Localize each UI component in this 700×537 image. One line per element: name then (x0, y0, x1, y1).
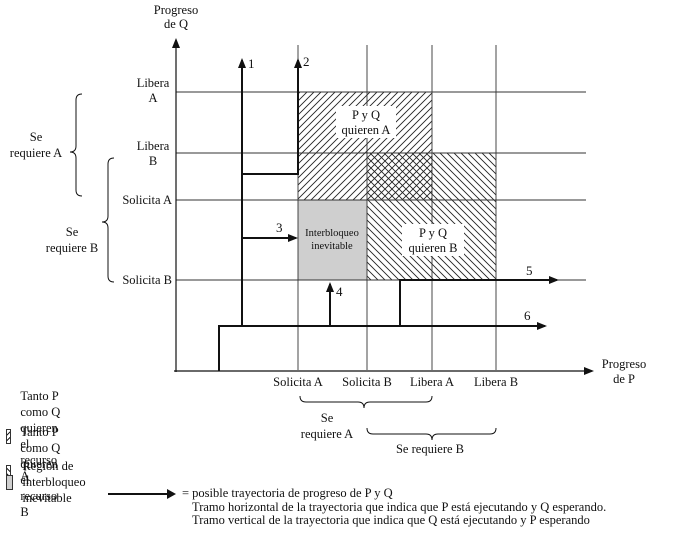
svg-text:Interbloqueo: Interbloqueo (305, 228, 359, 239)
trajectory-5 (399, 276, 559, 326)
x-axis-title-line2: de P (613, 372, 635, 386)
path-legend-line1: = posible trayectoria de progreso de P y… (182, 486, 393, 500)
svg-text:quieren A: quieren A (342, 123, 391, 137)
svg-text:quieren B: quieren B (409, 241, 458, 255)
path-legend: = posible trayectoria de progreso de P y… (108, 486, 607, 528)
svg-text:P y Q: P y Q (352, 108, 380, 122)
legend-item-hatch-b: Tanto P como Q quieren el recurso B (6, 424, 67, 520)
y-tick-solicita-b: Solicita B (122, 273, 172, 287)
bracket-y-b-label-1: Se (66, 225, 79, 239)
bracket-x-b-label: Se requiere B (396, 442, 464, 456)
x-tick-libera-a: Libera A (410, 375, 454, 389)
region-both-want-b (367, 153, 496, 280)
path-label-6: 6 (524, 308, 531, 323)
bracket-y-a-label-1: Se (30, 130, 43, 144)
trajectory-1 (218, 58, 246, 371)
path-label-1: 1 (248, 56, 255, 71)
legend-item-hatch-a: Tanto P como Q quieren el recurso A (6, 388, 67, 484)
legend-hatch-a-label: Tanto P como Q quieren el recurso A (20, 389, 61, 483)
bracket-x-a-label-1: Se (321, 411, 334, 425)
label-both-want-b: P y Q quieren B (402, 224, 464, 256)
label-both-want-a: P y Q quieren A (336, 106, 396, 138)
y-tick-libera-a-2: A (148, 91, 157, 105)
trajectory-2 (242, 58, 302, 175)
path-label-5: 5 (526, 263, 533, 278)
y-axis-title-line2: de Q (164, 17, 188, 31)
arrow-sample-icon (108, 488, 176, 499)
legend-hatch-b-label: Tanto P como Q quieren el recurso B (20, 425, 61, 519)
path-legend-line2: Tramo horizontal de la trayectoria que i… (192, 499, 607, 514)
grid (176, 45, 586, 370)
y-tick-libera-b-1: Libera (137, 139, 170, 153)
x-tick-solicita-a: Solicita A (273, 375, 323, 389)
label-deadlock: Interbloqueo inevitable (305, 228, 359, 252)
gray-swatch (6, 474, 14, 490)
x-tick-libera-b: Libera B (474, 375, 518, 389)
path-label-4: 4 (336, 284, 343, 299)
path-label-3: 3 (276, 220, 283, 235)
x-tick-solicita-b: Solicita B (342, 375, 392, 389)
bracket-x-requires-a (299, 395, 433, 409)
bracket-x-a-label-2: requiere A (301, 427, 353, 441)
y-tick-libera-b-2: B (149, 154, 157, 168)
y-axis-title-line1: Progreso (154, 3, 198, 17)
bracket-y-b-label-2: requiere B (46, 241, 98, 255)
legend-gray-label: Región de interbloqueo inevitable (22, 459, 86, 505)
bracket-y-requires-b (101, 157, 115, 283)
bracket-y-a-label-2: requiere A (10, 146, 62, 160)
svg-text:inevitable: inevitable (311, 241, 353, 252)
region-deadlock (298, 200, 367, 280)
y-tick-solicita-a: Solicita A (122, 193, 172, 207)
path-label-2: 2 (303, 54, 310, 69)
x-axis-title-line1: Progreso (602, 357, 646, 371)
legend-item-gray: Región de interbloqueo inevitable (6, 458, 93, 506)
y-tick-libera-a-1: Libera (137, 76, 170, 90)
bracket-y-requires-a (69, 93, 83, 197)
hatch-a-swatch (6, 428, 12, 444)
svg-text:P y Q: P y Q (419, 226, 447, 240)
path-legend-line3: Tramo vertical de la trayectoria que ind… (192, 513, 590, 527)
bracket-x-requires-b (366, 427, 497, 441)
